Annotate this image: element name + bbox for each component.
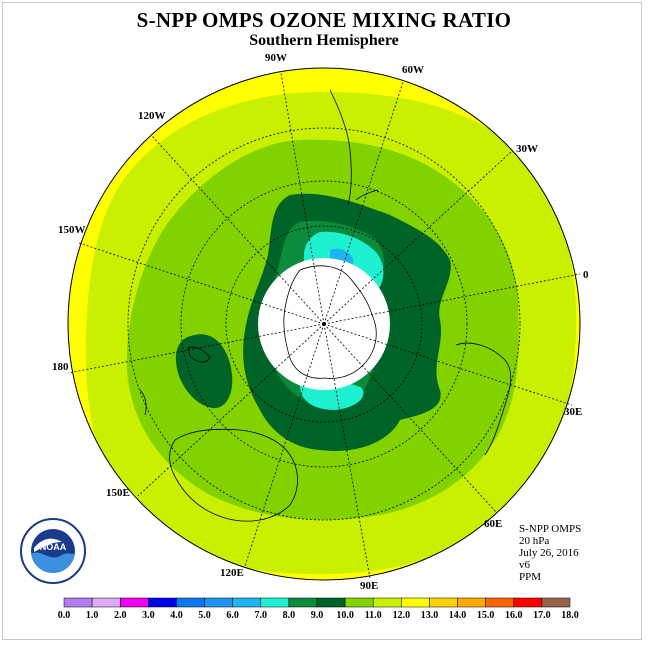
lon-label-90e: 90E [360,580,378,592]
colorbar-swatch [260,597,290,608]
colorbar-label: 1.0 [86,610,99,621]
colorbar-label: 12.0 [393,610,411,621]
colorbar-label: 10.0 [336,610,354,621]
lon-label-30e: 30E [564,406,582,418]
figure-frame [2,2,642,640]
noaa-logo-text: NOAA [40,542,67,552]
colorbar-label: 6.0 [226,610,239,621]
graticule [67,72,581,579]
colorbar-label: 3.0 [142,610,155,621]
contour-9-10-blob [175,334,233,409]
globe-boundary [67,67,581,581]
colorbar-swatch [176,597,205,608]
colorbar-label: 11.0 [365,610,382,621]
colorbar-swatch [148,597,177,608]
colorbar-swatch [63,597,93,608]
colorbar-label: 7.0 [255,610,268,621]
lon-label-30w: 30W [516,143,538,155]
colorbar-swatch [372,597,402,608]
colorbar-swatch [232,597,262,608]
colorbar-swatch [429,597,458,608]
info-date: July 26, 2016 [519,547,579,559]
lon-label-90w: 90W [265,52,287,64]
info-instrument: S-NPP OMPS [519,523,582,535]
colorbar-label: 14.0 [449,610,467,621]
colorbar-swatch [204,597,233,608]
map-subtitle: Southern Hemisphere [249,32,399,49]
colorbar-label: 9.0 [311,610,324,621]
colorbar-swatch [401,597,430,608]
colorbar-swatch [485,597,515,608]
map-title: S-NPP OMPS OZONE MIXING RATIO [136,8,512,32]
antarctica-coast [283,265,377,379]
africa-coast [455,342,512,456]
colorbar-swatch [344,597,374,608]
lon-label-150e: 150E [106,487,130,499]
colorbar-swatch [119,597,149,608]
colorbar-label: 13.0 [421,610,439,621]
info-level: 20 hPa [519,535,550,547]
colorbar-label: 4.0 [170,610,183,621]
colorbar-swatch [316,597,346,608]
lon-label-60w: 60W [402,64,424,76]
colorbar-label: 15.0 [477,610,495,621]
lon-label-0: 0 [583,269,589,281]
colorbar-label: 8.0 [283,610,296,621]
australia-coast [169,428,298,522]
info-units: PPM [519,571,542,583]
lon-label-150w: 150W [58,224,86,236]
new-zealand-coast [139,346,211,416]
lon-label-120w: 120W [138,110,166,122]
colorbar-swatch [457,597,486,608]
colorbar-swatch [541,597,571,608]
colorbar-label: 2.0 [114,610,127,621]
colorbar-label: 16.0 [505,610,523,621]
colorbar-swatch [288,597,318,608]
product-info: S-NPP OMPS 20 hPa July 26, 2016 v6 PPM [519,523,581,583]
lon-label-180: 180 [52,361,69,373]
colorbar-swatch [513,597,543,608]
colorbar-label: 17.0 [533,610,551,621]
colorbar-label: 5.0 [198,610,211,621]
colorbar-label: 0.0 [58,610,71,621]
info-version: v6 [519,559,530,571]
lon-label-60e: 60E [484,518,502,530]
noaa-logo: NOAA [20,518,86,584]
colorbar-swatch [91,597,121,608]
lon-label-120e: 120E [220,567,244,579]
colorbar-label: 18.0 [561,610,579,621]
south-pole-dot [322,322,326,326]
